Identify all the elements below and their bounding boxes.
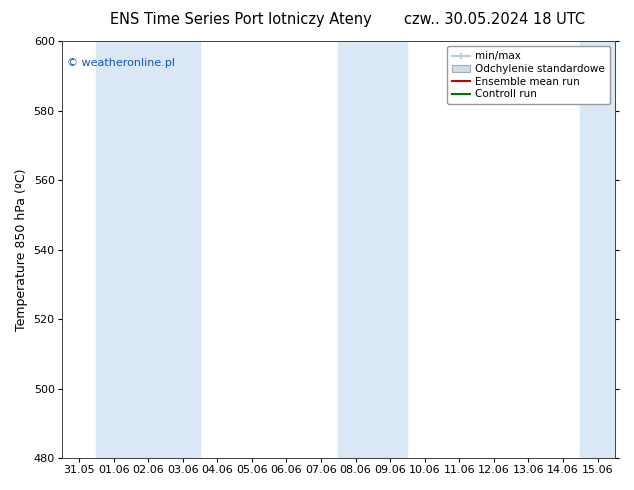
Text: ENS Time Series Port lotniczy Ateny: ENS Time Series Port lotniczy Ateny xyxy=(110,12,372,27)
Bar xyxy=(131,41,165,458)
Y-axis label: Temperature 850 hPa (ºC): Temperature 850 hPa (ºC) xyxy=(15,168,28,331)
Legend: min/max, Odchylenie standardowe, Ensemble mean run, Controll run: min/max, Odchylenie standardowe, Ensembl… xyxy=(446,46,610,104)
Bar xyxy=(165,41,200,458)
Bar xyxy=(339,41,373,458)
Text: © weatheronline.pl: © weatheronline.pl xyxy=(67,58,175,68)
Bar xyxy=(580,41,615,458)
Text: czw.. 30.05.2024 18 UTC: czw.. 30.05.2024 18 UTC xyxy=(404,12,585,27)
Bar xyxy=(373,41,408,458)
Bar xyxy=(96,41,131,458)
